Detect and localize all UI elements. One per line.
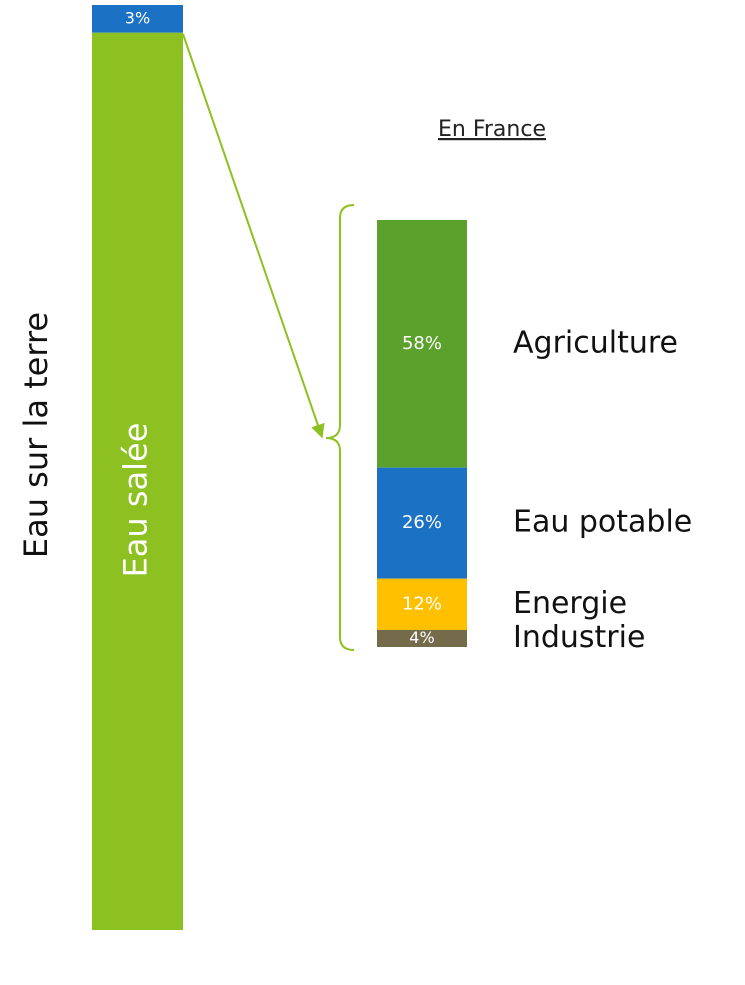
legend-label: Agriculture	[513, 325, 678, 360]
bar-segment	[377, 578, 467, 630]
bar-segment	[92, 5, 183, 33]
chart-title: En France	[438, 117, 546, 142]
legend-label: Industrie	[513, 620, 645, 655]
bar-segment	[377, 467, 467, 579]
bar-segment	[377, 220, 467, 468]
value-label: 4%	[409, 628, 434, 647]
segment-label: Eau salée	[117, 423, 155, 578]
bracket	[325, 204, 355, 651]
bar-segment	[92, 32, 183, 930]
legend-label: Eau potable	[513, 505, 692, 540]
value-label: 12%	[402, 593, 442, 614]
value-label: 58%	[402, 333, 442, 354]
arrow	[182, 33, 325, 439]
legend-label: Energie	[513, 586, 627, 621]
y-axis-label: Eau sur la terre	[17, 312, 55, 558]
value-label: 3%	[125, 8, 150, 27]
bar-segment	[377, 629, 467, 647]
value-label: 26%	[402, 512, 442, 533]
